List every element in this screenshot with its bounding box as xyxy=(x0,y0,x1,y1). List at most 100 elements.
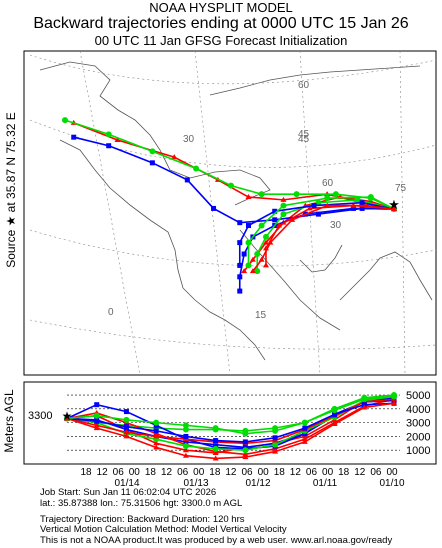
height-point xyxy=(153,428,159,434)
height-point xyxy=(272,435,278,441)
time-tick-label: 18 xyxy=(80,467,92,478)
height-point xyxy=(301,438,308,444)
trajectory-point xyxy=(254,251,261,258)
time-tick-label: 06 xyxy=(177,467,189,478)
source-label-text: Source ★ at 35.87 N 75.32 E xyxy=(4,112,18,268)
time-tick-label: 18 xyxy=(209,467,221,478)
trajectory-point xyxy=(149,160,155,166)
coastline xyxy=(239,229,341,331)
height-profile-line xyxy=(66,398,395,456)
lon-label: 30 xyxy=(330,220,342,231)
trajectory-direction: Trajectory Direction: Backward Duration:… xyxy=(40,513,245,525)
lon-label: 75 xyxy=(395,183,407,194)
trajectory-point xyxy=(237,274,243,280)
height-point xyxy=(183,433,189,439)
source-star-height: ★ xyxy=(62,409,73,423)
height-point xyxy=(64,415,70,421)
trajectory-point xyxy=(228,182,235,189)
height-point xyxy=(93,422,100,428)
height-point xyxy=(242,439,248,445)
height-point xyxy=(153,440,160,446)
height-tick-label: 2000 xyxy=(406,431,430,443)
time-tick-label: 06 xyxy=(241,467,253,478)
time-tick-label: 18 xyxy=(338,467,350,478)
trajectory-point xyxy=(272,217,278,223)
height-point xyxy=(123,429,130,435)
height-gridlines xyxy=(67,394,400,451)
trajectory-point xyxy=(245,239,252,246)
trajectory-point xyxy=(106,143,112,149)
date-tick-label: 01/13 xyxy=(183,478,208,489)
coastline xyxy=(39,61,271,206)
lat-label: 15 xyxy=(255,310,267,321)
time-tick-label: 12 xyxy=(161,467,173,478)
height-point xyxy=(242,451,249,457)
height-profiles xyxy=(64,392,397,461)
trajectory-point xyxy=(241,268,248,274)
height-point xyxy=(153,433,160,439)
height-point xyxy=(93,412,100,419)
grid-line xyxy=(194,50,231,376)
height-point xyxy=(391,393,397,400)
lon-label: 45 xyxy=(298,134,310,145)
date-tick-label: 01/10 xyxy=(379,478,404,489)
job-start: Job Start: Sun Jan 11 06:02:04 UTC 2026 xyxy=(40,487,217,498)
height-tick-label: 4000 xyxy=(406,404,430,416)
trajectory-point xyxy=(245,262,252,269)
height-point xyxy=(123,409,129,415)
height-point xyxy=(153,419,160,426)
trajectory-point xyxy=(262,233,269,240)
height-tick-label: 1000 xyxy=(406,445,430,457)
trajectory-point xyxy=(184,177,190,183)
trajectory-point xyxy=(262,239,269,245)
chart-title: Backward trajectories ending at 0000 UTC… xyxy=(33,15,409,32)
height-point xyxy=(302,425,308,431)
grid-line xyxy=(29,229,437,267)
trajectory-point xyxy=(367,194,374,201)
trajectory-point xyxy=(254,268,261,275)
time-tick-label: 12 xyxy=(97,467,109,478)
disclaimer: This is not a NOAA product.It was produc… xyxy=(40,535,393,547)
lat-label: 45 xyxy=(298,129,310,140)
height-point xyxy=(301,419,308,426)
height-point xyxy=(212,425,219,432)
height-point xyxy=(361,404,368,410)
time-tick-label: 00 xyxy=(129,467,141,478)
trajectory-point xyxy=(311,203,317,209)
height-point xyxy=(182,452,189,458)
trajectory-line xyxy=(73,136,395,224)
trajectory-point xyxy=(359,200,365,206)
trajectory-point xyxy=(332,191,339,198)
trajectory-point xyxy=(350,205,356,211)
time-tick-labels: 18 12 06 00 18 12 06 00 18 12 06 00 18 12 06 00 18 12 06 00… xyxy=(80,467,405,489)
trajectory-point xyxy=(246,223,252,229)
trajectory-line xyxy=(243,196,395,272)
height-point xyxy=(361,396,368,403)
height-point xyxy=(212,455,219,461)
trajectory-point xyxy=(149,148,156,155)
height-profile-line xyxy=(66,395,395,435)
map-frame xyxy=(23,50,437,376)
time-tick-label: 18 xyxy=(274,467,286,478)
start-height-label: 3300 xyxy=(28,410,52,422)
height-point xyxy=(242,454,249,460)
trajectory-point xyxy=(324,195,331,202)
trajectory-point xyxy=(171,154,178,160)
lat-label: 60 xyxy=(298,80,310,91)
trajectory-point xyxy=(258,222,265,229)
trajectory-point xyxy=(262,262,269,268)
height-point xyxy=(242,447,249,454)
time-tick-label: 12 xyxy=(290,467,302,478)
trajectory-point xyxy=(258,256,265,262)
height-point xyxy=(123,433,130,439)
map-grid-labels: 60 45 30 15 0 45 60 75 30 xyxy=(108,80,407,321)
trajectory-line xyxy=(238,207,395,292)
time-tick-label: 00 xyxy=(258,467,270,478)
forecast-subtitle: 00 UTC 11 Jan GFSG Forecast Initializati… xyxy=(94,33,348,48)
height-point xyxy=(272,427,279,434)
trajectory-point xyxy=(237,240,243,246)
title-block: NOAA HYSPLIT MODEL Backward trajectories… xyxy=(0,0,442,49)
time-tick-label: 00 xyxy=(193,467,205,478)
time-tick-label: 06 xyxy=(113,467,125,478)
